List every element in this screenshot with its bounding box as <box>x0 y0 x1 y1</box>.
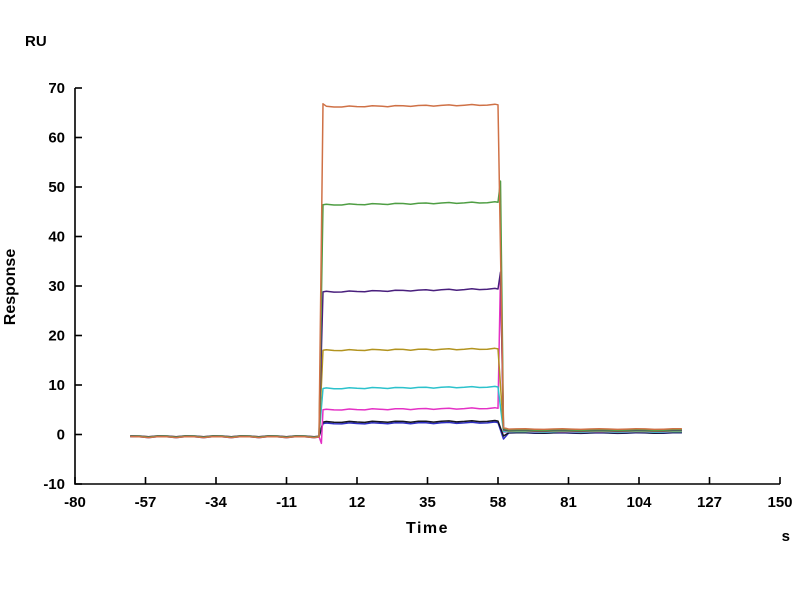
axes-lines <box>74 88 780 485</box>
y-tick-label: 70 <box>48 80 65 97</box>
x-tick-label: 127 <box>697 494 722 511</box>
y-tick-label: 30 <box>48 278 65 295</box>
series-curve-66RU <box>130 103 682 439</box>
x-tick-label: 35 <box>419 494 436 511</box>
series-curve-29RU <box>130 271 682 438</box>
x-tick-label: 12 <box>349 494 366 511</box>
x-axis-unit-label: s <box>781 528 790 545</box>
y-tick-label: 0 <box>57 427 65 444</box>
x-tick-label: 58 <box>490 494 507 511</box>
x-tick-label: -11 <box>276 494 297 511</box>
series-curve-5RU <box>130 272 682 445</box>
series-curve-47RU <box>130 180 682 438</box>
x-tick-label: 81 <box>560 494 577 511</box>
y-axis-unit-label: RU <box>25 33 47 50</box>
y-tick-label: -10 <box>43 476 65 493</box>
y-tick-label: 10 <box>48 377 65 394</box>
x-tick-label: 150 <box>767 494 792 511</box>
y-tick-label: 20 <box>48 328 65 345</box>
x-tick-label: -34 <box>205 494 227 511</box>
y-tick-label: 50 <box>48 179 65 196</box>
x-axis-title: Time <box>405 520 450 537</box>
x-tick-label: 104 <box>626 494 652 511</box>
x-tick-label: -80 <box>64 494 86 511</box>
y-tick-label: 40 <box>48 229 65 246</box>
x-tick-label: -57 <box>135 494 157 511</box>
y-tick-label: 60 <box>48 130 65 147</box>
